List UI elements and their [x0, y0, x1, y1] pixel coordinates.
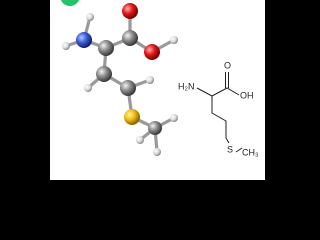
methyl-label: CH₃ [242, 147, 259, 157]
carbonyl-oxygen-label: O [224, 60, 231, 70]
hydroxyl-label: OH [240, 90, 254, 100]
sulfur-label: S [227, 144, 233, 154]
amine-label: H₂N [178, 81, 195, 91]
screen: H₂N O OH S CH₃ [50, 0, 265, 180]
green-badge [60, 0, 80, 6]
ball-and-stick-model [62, 3, 178, 156]
skeletal-formula: H₂N O OH S CH₃ [178, 60, 259, 157]
page: {"labels": {"amine": "H₂N", "hydroxyl": … [50, 0, 265, 180]
